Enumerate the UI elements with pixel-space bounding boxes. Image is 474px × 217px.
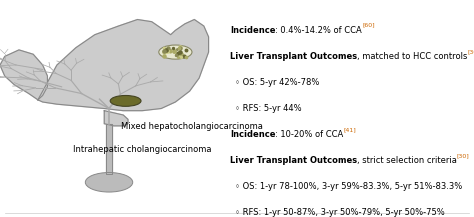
Polygon shape — [104, 111, 128, 126]
Text: ◦ OS: 5-yr 42%-78%: ◦ OS: 5-yr 42%-78% — [235, 78, 319, 87]
Ellipse shape — [110, 95, 141, 106]
Polygon shape — [106, 124, 112, 174]
Text: Liver Transplant Outcomes: Liver Transplant Outcomes — [230, 52, 357, 61]
Polygon shape — [38, 20, 209, 111]
Text: Incidence: Incidence — [230, 26, 275, 35]
Text: [30]: [30] — [457, 153, 470, 158]
Text: : 10-20% of CCA: : 10-20% of CCA — [275, 130, 344, 139]
Text: Intrahepatic cholangiocarcinoma: Intrahepatic cholangiocarcinoma — [73, 145, 212, 154]
Text: Mixed hepatocholangiocarcinoma: Mixed hepatocholangiocarcinoma — [121, 122, 263, 130]
Text: [60]: [60] — [362, 23, 375, 28]
Ellipse shape — [159, 45, 192, 59]
Text: , strict selection criteria: , strict selection criteria — [357, 156, 457, 165]
Text: , matched to HCC controls: , matched to HCC controls — [357, 52, 467, 61]
Text: [41]: [41] — [344, 127, 356, 132]
Polygon shape — [0, 50, 47, 100]
Text: Incidence: Incidence — [230, 130, 275, 139]
Text: [30]: [30] — [467, 49, 474, 54]
Text: ◦ RFS: 1-yr 50-87%, 3-yr 50%-79%, 5-yr 50%-75%: ◦ RFS: 1-yr 50-87%, 3-yr 50%-79%, 5-yr 5… — [235, 208, 445, 217]
Text: ◦ RFS: 5-yr 44%: ◦ RFS: 5-yr 44% — [235, 104, 301, 113]
Text: Liver Transplant Outcomes: Liver Transplant Outcomes — [230, 156, 357, 165]
Text: ◦ OS: 1-yr 78-100%, 3-yr 59%-83.3%, 5-yr 51%-83.3%: ◦ OS: 1-yr 78-100%, 3-yr 59%-83.3%, 5-yr… — [235, 182, 462, 191]
Ellipse shape — [85, 173, 133, 192]
Text: : 0.4%-14.2% of CCA: : 0.4%-14.2% of CCA — [275, 26, 362, 35]
